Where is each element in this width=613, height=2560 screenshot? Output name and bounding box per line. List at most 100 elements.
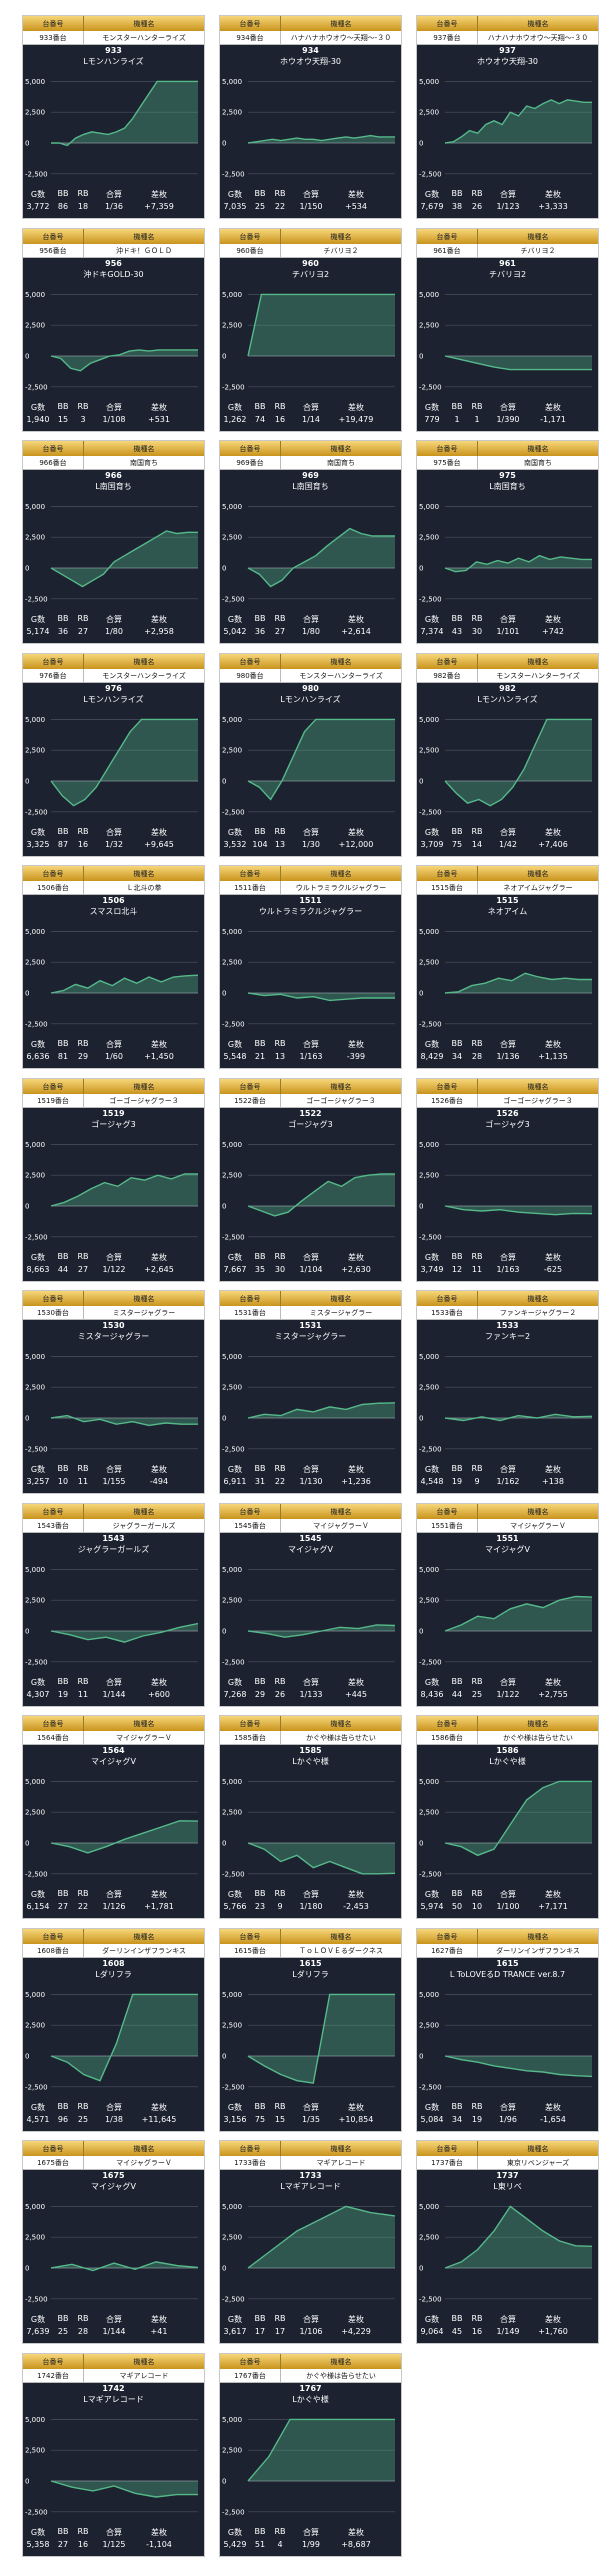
machine-card[interactable]: 台番号 機種名 934番台 ハナハナホウオウ〜天翔〜‐３０ 934 ホウオウ天翔…: [219, 15, 402, 219]
machine-card[interactable]: 台番号 機種名 956番台 沖ドキ！ＧＯＬＤ 956 沖ドキGOLD-30 G数…: [22, 228, 205, 432]
rb-header: RB: [274, 402, 286, 411]
machine-card[interactable]: 台番号 機種名 933番台 モンスターハンターライズ 933 Lモンハンライズ …: [22, 15, 205, 219]
machine-card[interactable]: 台番号 機種名 1515番台 ネオアイムジャグラー 1515 ネオアイム G数 …: [416, 865, 599, 1069]
games-value: 779: [424, 415, 440, 424]
machine-card[interactable]: 台番号 機種名 1767番台 かぐや様は告らせたい 1767 Lかぐや様 G数 …: [219, 2353, 402, 2557]
machine-name: モンスターハンターライズ: [102, 33, 186, 42]
machine-card[interactable]: 台番号 機種名 1531番台 ミスタージャグラー 1531 ミスタージャグラー …: [219, 1290, 402, 1494]
stats-header-row: G数 BB RB 合算 差枚: [220, 2527, 401, 2538]
bb-header: BB: [451, 1039, 463, 1048]
machine-card[interactable]: 台番号 機種名 1627番台 ダーリンインザフランキス 1615 L ToLOV…: [416, 1928, 599, 2132]
diff-header: 差枚: [545, 1678, 561, 1687]
machine-no-header: 台番号: [220, 1929, 281, 1944]
machine-card[interactable]: 台番号 機種名 1506番台 Ｌ北斗の拳 1506 スマスロ北斗 G数 BB R…: [22, 865, 205, 1069]
y-tick-label: 0: [25, 565, 29, 573]
combined-header: 合算: [303, 2315, 319, 2324]
bb-header: BB: [254, 1889, 266, 1898]
machine-card[interactable]: 台番号 機種名 1615番台 ＴｏＬＯＶＥるダークネス 1615 Lダリフラ G…: [219, 1928, 402, 2132]
chart-number: 1564: [102, 1746, 125, 1755]
rb-header: RB: [471, 614, 483, 623]
diff-value: +1,450: [144, 1052, 174, 1061]
machine-card[interactable]: 台番号 機種名 1526番台 ゴーゴージャグラー３ 1526 ゴージャグ3 G数…: [416, 1078, 599, 1282]
machine-card[interactable]: 台番号 機種名 1511番台 ウルトラミラクルジャグラー 1511 ウルトラミラ…: [219, 865, 402, 1069]
diff-value: +10,854: [338, 2115, 374, 2124]
machine-card[interactable]: 台番号 機種名 961番台 チバリヨ２ 961 チバリヨ2 G数 BB RB 合…: [416, 228, 599, 432]
stats-value-row: 5,174 36 27 1/80 +2,958: [23, 627, 204, 636]
chart-number: 980: [302, 684, 319, 693]
games-header: G数: [227, 2528, 243, 2537]
stats-header-row: G数 BB RB 合算 差枚: [417, 614, 598, 625]
machine-card[interactable]: 台番号 機種名 1675番台 マイジャグラーＶ 1675 マイジャグV G数 B…: [22, 2140, 205, 2344]
bb-header: BB: [451, 2314, 463, 2323]
machine-card[interactable]: 台番号 機種名 966番台 南国育ち 966 L南国育ち G数 BB RB 合算…: [22, 440, 205, 644]
combined-header: 合算: [500, 190, 516, 199]
bb-header: BB: [57, 1252, 69, 1261]
machine-name-header: 機種名: [133, 1507, 155, 1516]
machine-card[interactable]: 台番号 機種名 1543番台 ジャグラーガールズ 1543 ジャグラーガールズ …: [22, 1503, 205, 1707]
games-value: 4,307: [26, 1690, 50, 1699]
card-header: 台番号 機種名: [23, 1716, 204, 1732]
machine-card[interactable]: 台番号 機種名 969番台 南国育ち 969 L南国育ち G数 BB RB 合算…: [219, 440, 402, 644]
unit-label: 956番台: [23, 244, 84, 257]
chart-machine-name: Lダリフラ: [292, 1970, 329, 1979]
stats-header-row: G数 BB RB 合算 差枚: [23, 2527, 204, 2538]
machine-card[interactable]: 台番号 機種名 1733番台 マギアレコード 1733 Lマギアレコード G数 …: [219, 2140, 402, 2344]
machine-card[interactable]: 台番号 機種名 1586番台 かぐや様は告らせたい 1586 Lかぐや様 G数 …: [416, 1715, 599, 1919]
y-tick-label: 0: [25, 1203, 29, 1211]
chart-number: 1608: [102, 1959, 125, 1968]
y-tick-label: -2,500: [25, 2508, 48, 2516]
machine-card[interactable]: 台番号 機種名 1551番台 マイジャグラーＶ 1551 マイジャグV G数 B…: [416, 1503, 599, 1707]
card-header: 台番号 機種名: [23, 866, 204, 882]
stats-header-row: G数 BB RB 合算 差枚: [23, 1889, 204, 1900]
machine-card[interactable]: 台番号 機種名 1742番台 マギアレコード 1742 Lマギアレコード G数 …: [22, 2353, 205, 2557]
chart-number: 1733: [299, 2171, 322, 2180]
bb-header: BB: [254, 827, 266, 836]
diff-header: 差枚: [151, 2528, 167, 2537]
machine-card[interactable]: 台番号 機種名 937番台 ハナハナホウオウ〜天翔〜‐３０ 937 ホウオウ天翔…: [416, 15, 599, 219]
bb-value: 36: [57, 627, 69, 636]
y-tick-label: -2,500: [222, 170, 245, 178]
chart-number: 960: [302, 259, 319, 268]
machine-name: ジャグラーガールズ: [112, 1521, 176, 1530]
y-tick-label: 2,500: [25, 322, 45, 330]
machine-card[interactable]: 台番号 機種名 1545番台 マイジャグラーＶ 1545 マイジャグV G数 B…: [219, 1503, 402, 1707]
bb-header: BB: [57, 1889, 69, 1898]
machine-card[interactable]: 台番号 機種名 1608番台 ダーリンインザフランキス 1608 Lダリフラ G…: [22, 1928, 205, 2132]
slump-area: [445, 719, 592, 806]
machine-name: マギアレコード: [316, 2158, 366, 2167]
stats-value-row: 6,154 27 22 1/126 +1,781: [23, 1902, 204, 1911]
machine-card[interactable]: 台番号 機種名 1530番台 ミスタージャグラー 1530 ミスタージャグラー …: [22, 1290, 205, 1494]
games-value: 7,035: [223, 202, 247, 211]
combined-value: 1/60: [105, 1052, 123, 1061]
machine-card[interactable]: 台番号 機種名 1737番台 東京リベンジャーズ 1737 L東リべ G数 BB…: [416, 2140, 599, 2344]
combined-value: 1/162: [496, 1477, 520, 1486]
machine-card[interactable]: 台番号 機種名 1585番台 かぐや様は告らせたい 1585 Lかぐや様 G数 …: [219, 1715, 402, 1919]
machine-name-header: 機種名: [133, 19, 155, 28]
chart-number: 969: [302, 471, 319, 480]
rb-value: 13: [274, 1052, 286, 1061]
combined-header: 合算: [500, 1253, 516, 1262]
card-subheader: 1545番台 マイジャグラーＶ: [220, 1519, 401, 1533]
combined-header: 合算: [303, 615, 319, 624]
bb-value: 19: [57, 1690, 69, 1699]
card-subheader: 1526番台 ゴーゴージャグラー３: [417, 1094, 598, 1108]
machine-card[interactable]: 台番号 機種名 1564番台 マイジャグラーＶ 1564 マイジャグV G数 B…: [22, 1715, 205, 1919]
y-tick-label: -2,500: [222, 1233, 245, 1241]
machine-no-header: 台番号: [220, 1079, 281, 1094]
diff-header: 差枚: [348, 1465, 364, 1474]
machine-card[interactable]: 台番号 機種名 975番台 南国育ち 975 L南国育ち G数 BB RB 合算…: [416, 440, 599, 644]
machine-card[interactable]: 台番号 機種名 982番台 モンスターハンターライズ 982 Lモンハンライズ …: [416, 653, 599, 857]
games-value: 7,639: [26, 2327, 50, 2336]
machine-no-header: 台番号: [220, 441, 281, 456]
slump-area: [248, 1402, 395, 1419]
machine-card[interactable]: 台番号 機種名 1533番台 ファンキージャグラー２ 1533 ファンキー2 G…: [416, 1290, 599, 1494]
chart-machine-name: 沖ドキGOLD-30: [83, 270, 144, 279]
card-header: 台番号 機種名: [417, 1079, 598, 1095]
machine-card[interactable]: 台番号 機種名 976番台 モンスターハンターライズ 976 Lモンハンライズ …: [22, 653, 205, 857]
machine-card[interactable]: 台番号 機種名 1519番台 ゴーゴージャグラー３ 1519 ゴージャグ3 G数…: [22, 1078, 205, 1282]
machine-card[interactable]: 台番号 機種名 960番台 チバリヨ２ 960 チバリヨ2 G数 BB RB 合…: [219, 228, 402, 432]
rb-header: RB: [77, 827, 89, 836]
machine-card[interactable]: 台番号 機種名 1522番台 ゴーゴージャグラー３ 1522 ゴージャグ3 G数…: [219, 1078, 402, 1282]
y-tick-label: -2,500: [25, 383, 48, 391]
machine-card[interactable]: 台番号 機種名 980番台 モンスターハンターライズ 980 Lモンハンライズ …: [219, 653, 402, 857]
